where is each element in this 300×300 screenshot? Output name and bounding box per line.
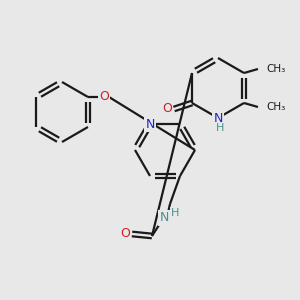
Text: O: O [162, 103, 172, 116]
Text: N: N [159, 212, 169, 224]
Text: CH₃: CH₃ [266, 102, 285, 112]
Text: H: H [216, 123, 224, 133]
Text: N: N [145, 118, 155, 130]
Text: O: O [120, 227, 130, 241]
Text: O: O [99, 91, 109, 103]
Text: CH₃: CH₃ [266, 64, 285, 74]
Text: N: N [213, 112, 223, 124]
Text: H: H [171, 208, 179, 218]
